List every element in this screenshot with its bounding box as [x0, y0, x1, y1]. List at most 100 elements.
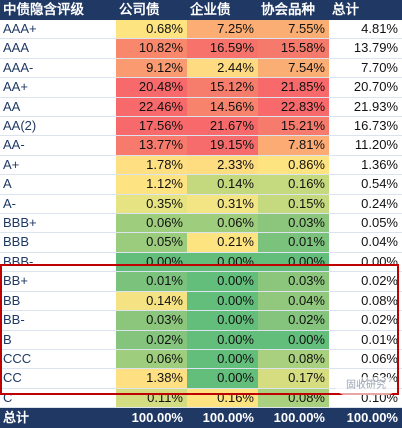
rating-label: AAA [3, 40, 30, 56]
corporate-bond-cell: 10.82% [116, 38, 187, 59]
rating-label: AA+ [3, 79, 28, 95]
enterprise-bond-cell: 16.59% [187, 38, 258, 59]
corporate-bond-cell: 0.11% [116, 388, 187, 408]
header-row: 中债隐含评级 公司债 企业债 协会品种 总计 [0, 0, 402, 20]
rating-label: A [3, 176, 12, 192]
total-label: 总计 [0, 407, 116, 428]
table-row: A 1.12% 0.14% 0.16% 0.54% [0, 174, 402, 195]
enterprise-bond-cell: 2.44% [187, 58, 258, 78]
total-cell: 1.36% [329, 155, 402, 175]
total-cell: 0.00% [329, 252, 402, 272]
header-rating: 中债隐含评级 [0, 0, 116, 20]
association-product-cell: 0.17% [258, 368, 329, 389]
total-cell: 21.93% [329, 97, 402, 117]
association-product-cell: 7.81% [258, 135, 329, 156]
table-row: BBB+ 0.06% 0.06% 0.03% 0.05% [0, 213, 402, 233]
corporate-bond-cell: 0.05% [116, 232, 187, 253]
header-enterprise-bond: 企业债 [187, 0, 258, 20]
rating-label: AA(2) [3, 118, 37, 134]
table-row: AAA 10.82% 16.59% 15.58% 13.79% [0, 38, 402, 59]
rating-label: CCC [3, 350, 32, 366]
total-cell: 0.05% [329, 213, 402, 233]
rating-label: BBB [3, 234, 30, 250]
total-cell: 0.02% [329, 310, 402, 330]
corporate-bond-cell: 22.46% [116, 97, 187, 117]
total-cell: 20.70% [329, 77, 402, 98]
table-row: AA(2) 17.56% 21.67% 15.21% 16.73% [0, 116, 402, 136]
enterprise-bond-cell: 0.31% [187, 194, 258, 214]
association-product-cell: 0.08% [258, 388, 329, 408]
rating-label: BB+ [3, 273, 28, 289]
total-association-product: 100.00% [258, 407, 329, 428]
total-cell: 0.54% [329, 174, 402, 195]
association-product-cell: 0.03% [258, 213, 329, 233]
association-product-cell: 0.86% [258, 155, 329, 175]
association-product-cell: 0.04% [258, 291, 329, 311]
corporate-bond-cell: 9.12% [116, 58, 187, 78]
table-row: B 0.02% 0.00% 0.00% 0.01% [0, 330, 402, 350]
total-enterprise-bond: 100.00% [187, 407, 258, 428]
corporate-bond-cell: 0.00% [116, 252, 187, 272]
enterprise-bond-cell: 0.16% [187, 388, 258, 408]
corporate-bond-cell: 0.35% [116, 194, 187, 214]
rating-label: A+ [3, 156, 20, 172]
table-row: CCC 0.06% 0.00% 0.08% 0.06% [0, 349, 402, 369]
total-cell: 0.24% [329, 194, 402, 214]
header-total: 总计 [329, 0, 402, 20]
rating-label: BBB+ [3, 215, 37, 231]
watermark: 固收研究 [336, 377, 396, 395]
total-cell: 16.73% [329, 116, 402, 136]
rating-label: B [3, 331, 12, 347]
header-corporate-bond: 公司债 [116, 0, 187, 20]
enterprise-bond-cell: 0.14% [187, 174, 258, 195]
corporate-bond-cell: 0.68% [116, 20, 187, 39]
association-product-cell: 15.21% [258, 116, 329, 136]
table-row: BB- 0.03% 0.00% 0.02% 0.02% [0, 310, 402, 330]
rating-label: BBB- [3, 253, 34, 269]
total-cell: 7.70% [329, 58, 402, 78]
association-product-cell: 0.00% [258, 252, 329, 272]
association-product-cell: 7.55% [258, 20, 329, 39]
rating-label: BB- [3, 312, 25, 328]
rating-label: BB [3, 292, 21, 308]
rating-label: A- [3, 195, 16, 211]
total-row: 总计 100.00% 100.00% 100.00% 100.00% [0, 407, 402, 428]
table-row: BBB- 0.00% 0.00% 0.00% 0.00% [0, 252, 402, 272]
rating-label: AAA- [3, 59, 34, 75]
corporate-bond-cell: 17.56% [116, 116, 187, 136]
corporate-bond-cell: 13.77% [116, 135, 187, 156]
corporate-bond-cell: 1.78% [116, 155, 187, 175]
total-cell: 0.04% [329, 232, 402, 253]
enterprise-bond-cell: 21.67% [187, 116, 258, 136]
enterprise-bond-cell: 0.00% [187, 310, 258, 330]
corporate-bond-cell: 0.14% [116, 291, 187, 311]
rating-label: AAA+ [3, 21, 37, 36]
table-row: BBB 0.05% 0.21% 0.01% 0.04% [0, 232, 402, 253]
enterprise-bond-cell: 2.33% [187, 155, 258, 175]
association-product-cell: 0.01% [258, 232, 329, 253]
enterprise-bond-cell: 19.15% [187, 135, 258, 156]
total-cell: 0.08% [329, 291, 402, 311]
enterprise-bond-cell: 0.00% [187, 271, 258, 292]
table-row: AAA- 9.12% 2.44% 7.54% 7.70% [0, 58, 402, 78]
enterprise-bond-cell: 0.00% [187, 291, 258, 311]
corporate-bond-cell: 1.38% [116, 368, 187, 389]
association-product-cell: 0.03% [258, 271, 329, 292]
corporate-bond-cell: 0.03% [116, 310, 187, 330]
rating-label: C [3, 389, 13, 405]
corporate-bond-cell: 1.12% [116, 174, 187, 195]
total-grand-total: 100.00% [329, 407, 402, 428]
total-cell: 0.06% [329, 349, 402, 369]
association-product-cell: 7.54% [258, 58, 329, 78]
association-product-cell: 0.02% [258, 310, 329, 330]
enterprise-bond-cell: 0.00% [187, 368, 258, 389]
table-row: BB+ 0.01% 0.00% 0.03% 0.02% [0, 271, 402, 292]
enterprise-bond-cell: 0.00% [187, 330, 258, 350]
table-row: AA+ 20.48% 15.12% 21.85% 20.70% [0, 77, 402, 98]
association-product-cell: 21.85% [258, 77, 329, 98]
total-cell: 0.01% [329, 330, 402, 350]
rating-label: CC [3, 370, 22, 386]
total-cell: 13.79% [329, 38, 402, 59]
association-product-cell: 15.58% [258, 38, 329, 59]
